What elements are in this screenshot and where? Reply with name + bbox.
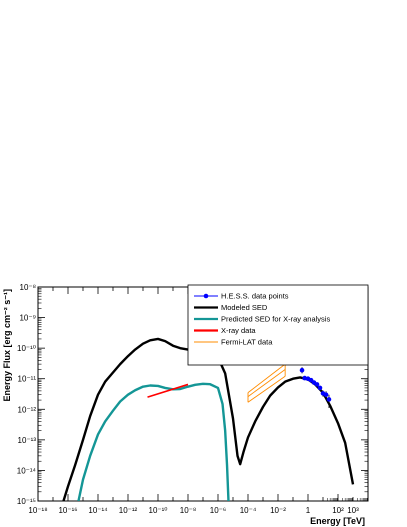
x-tick-label: 10⁻¹⁴: [88, 506, 108, 515]
x-axis-title: Energy [TeV]: [310, 516, 365, 526]
hess-data-point: [314, 382, 320, 387]
hess-data-point: [299, 367, 305, 373]
hess-data-point: [317, 385, 323, 391]
x-tick-label: 10⁻⁸: [180, 506, 197, 515]
y-tick-label: 10⁻¹⁵: [17, 497, 36, 506]
y-tick-labels: 10⁻¹⁵ 10⁻¹⁴ 10⁻¹³ 10⁻¹² 10⁻¹¹ 10⁻¹⁰ 10⁻⁹ 10⁻⁸: [17, 283, 37, 506]
y-tick-label: 10⁻¹¹: [18, 375, 37, 384]
x-tick-label: 10⁻⁴: [240, 506, 257, 515]
fermi-band-upper: [247, 363, 286, 394]
legend-marker: [203, 293, 209, 299]
legend-label: X-ray data: [221, 326, 256, 335]
y-tick-label: 10⁻¹³: [18, 436, 37, 445]
x-tick-label: 10⁻¹⁰: [149, 506, 168, 515]
legend: H.E.S.S. data points Modeled SED Predicted…: [187, 284, 369, 366]
legend-label: Fermi-LAT data: [221, 338, 273, 347]
legend-entry: Fermi-LAT data: [194, 338, 273, 347]
legend-label: Predicted SED for X-ray analysis: [221, 315, 330, 324]
legend-label: Modeled SED: [221, 303, 268, 312]
hess-data-point: [326, 397, 332, 402]
fermi-band-mid: [247, 369, 286, 397]
x-tick-label: 10⁻⁶: [210, 506, 226, 515]
hess-points-layer: [299, 367, 332, 409]
x-tick-label: 10²: [332, 506, 344, 515]
x-tick-label: 10⁻¹⁶: [58, 506, 77, 515]
y-tick-label: 10⁻¹⁰: [17, 344, 36, 353]
y-axis-title: Energy Flux [erg cm⁻² s⁻¹]: [2, 289, 12, 402]
series-line-x-ray-data: [147, 383, 189, 398]
x-tick-label: 10³: [347, 506, 359, 515]
legend-entry: Modeled SED: [194, 303, 268, 312]
x-tick-label: 1: [306, 506, 311, 515]
legend-label: H.E.S.S. data points: [221, 292, 289, 301]
y-tick-label: 10⁻⁸: [20, 283, 37, 292]
x-tick-label: 10⁻²: [270, 506, 286, 515]
y-tick-label: 10⁻¹²: [18, 405, 37, 414]
series-line-predicted-sed-for-x-ray-analysis: [77, 382, 230, 501]
legend-entry: X-ray data: [194, 326, 256, 335]
hess-data-point: [323, 392, 329, 397]
y-tick-label: 10⁻⁹: [19, 314, 36, 323]
fermi-band-lower: [247, 375, 286, 403]
y-tick-label: 10⁻¹⁴: [17, 466, 37, 475]
legend-box: [187, 284, 369, 366]
x-tick-labels: 10⁻¹⁸ 10⁻¹⁶ 10⁻¹⁴ 10⁻¹² 10⁻¹⁰ 10⁻⁸ 10⁻⁶ 10⁻⁴ 10⁻…: [28, 506, 359, 515]
legend-entry: H.E.S.S. data points: [194, 292, 289, 301]
x-tick-label: 10⁻¹⁸: [28, 506, 47, 515]
x-tick-label: 10⁻¹²: [119, 506, 138, 515]
legend-entry: Predicted SED for X-ray analysis: [194, 315, 330, 324]
